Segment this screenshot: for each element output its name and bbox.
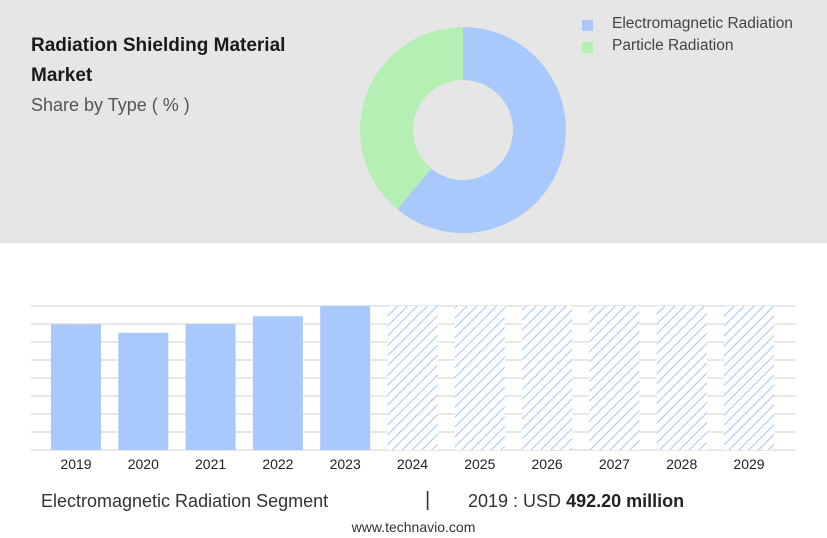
x-tick-label-2023: 2023 [330, 456, 361, 472]
x-tick-label-2025: 2025 [464, 456, 495, 472]
legend-swatch-electromagnetic [582, 20, 593, 31]
bar-2026 [522, 306, 573, 450]
x-tick-label-2022: 2022 [262, 456, 293, 472]
x-tick-label-2021: 2021 [195, 456, 226, 472]
chart-title: Radiation Shielding Material Market [31, 35, 286, 86]
bar-2027 [589, 306, 640, 450]
legend: Electromagnetic Radiation Particle Radia… [582, 16, 822, 60]
footer-value-prefix: 2019 : USD [468, 491, 562, 511]
bar-2029 [724, 306, 774, 450]
x-tick-label-2027: 2027 [599, 456, 630, 472]
legend-item-electromagnetic: Electromagnetic Radiation [582, 16, 822, 32]
legend-label-electromagnetic: Electromagnetic Radiation [612, 15, 793, 32]
x-tick-label-2026: 2026 [532, 456, 563, 472]
bar-2021 [185, 324, 236, 450]
x-tick-label-2024: 2024 [397, 456, 428, 472]
chart-subtitle: Share by Type ( % ) [31, 95, 190, 115]
donut-chart [359, 27, 566, 233]
website-link[interactable]: www.technavio.com [351, 519, 476, 535]
bar-2020 [118, 332, 169, 450]
legend-label-particle: Particle Radiation [612, 37, 734, 54]
footer-value: 2019 : USD 492.20 million [468, 491, 684, 512]
bar-2022 [252, 316, 303, 450]
footer-segment: Electromagnetic Radiation Segment [41, 491, 329, 511]
bar-2025 [454, 306, 505, 450]
bar-chart: 2019 2020 2021 2022 2023 2024 2025 2026 2027 2028… [31, 305, 796, 472]
bar-2028 [656, 306, 707, 450]
legend-swatch-particle [582, 42, 593, 53]
bar-2024 [387, 306, 438, 450]
bar-2019 [51, 324, 101, 450]
donut-slice-particle [359, 27, 463, 210]
legend-item-particle: Particle Radiation [582, 38, 822, 54]
footer-separator: | [425, 489, 431, 511]
bar-2023 [320, 306, 371, 450]
x-tick-label-2020: 2020 [128, 456, 159, 472]
donut-slice-electromagnetic [397, 27, 566, 233]
x-tick-label-2019: 2019 [60, 456, 91, 472]
footer-value-amount: 492.20 million [566, 491, 685, 511]
x-tick-label-2028: 2028 [666, 456, 697, 472]
x-tick-label-2029: 2029 [733, 456, 764, 472]
